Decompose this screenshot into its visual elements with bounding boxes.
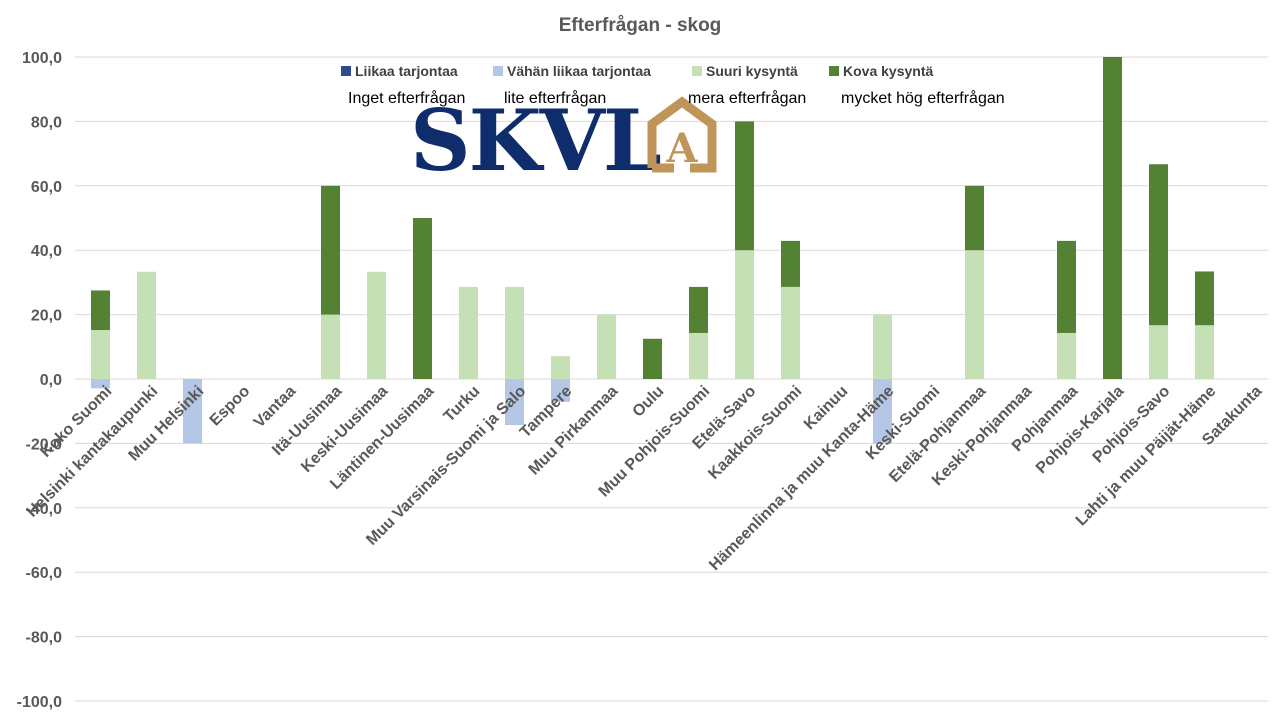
logo-letter: A xyxy=(665,125,698,172)
legend: Liikaa tarjontaa Inget efterfrågan Vähän… xyxy=(341,63,1005,107)
y-axis: 100,0 80,0 60,0 40,0 20,0 0,0 -20,0 -40,0 -60,0 -… xyxy=(17,50,62,711)
bar-segment xyxy=(597,314,616,379)
bar-segment xyxy=(1195,271,1214,326)
y-tick-label: 80,0 xyxy=(31,114,62,131)
bar-segment xyxy=(1149,325,1168,379)
bar-segment xyxy=(1195,325,1214,379)
legend-label: Vähän liikaa tarjontaa xyxy=(507,63,651,79)
bar-segment xyxy=(551,379,570,402)
legend-swatch xyxy=(692,66,702,76)
legend-sublabel: lite efterfrågan xyxy=(504,89,606,107)
bar-segment xyxy=(183,379,202,444)
y-tick-label: 20,0 xyxy=(31,308,62,325)
bars xyxy=(91,57,1214,444)
bar-segment xyxy=(91,330,110,379)
bar-segment xyxy=(965,250,984,379)
skvl-logo: SKVL A xyxy=(410,91,717,190)
legend-swatch xyxy=(829,66,839,76)
x-tick-label: Espoo xyxy=(207,383,254,430)
y-tick-label: 100,0 xyxy=(22,50,62,67)
legend-label: Suuri kysyntä xyxy=(706,63,798,79)
legend-swatch xyxy=(341,66,351,76)
legend-item-liikaa-tarjontaa: Liikaa tarjontaa Inget efterfrågan xyxy=(341,63,465,107)
legend-sublabel: mycket hög efterfrågan xyxy=(841,89,1005,107)
gridlines xyxy=(75,56,1268,702)
x-tick-label: Turku xyxy=(441,383,484,426)
bar-segment xyxy=(505,379,524,426)
legend-label: Liikaa tarjontaa xyxy=(355,63,458,79)
bar-segment xyxy=(413,218,432,379)
bar-segment xyxy=(1103,57,1122,379)
y-tick-label: 0,0 xyxy=(40,372,62,389)
logo-house-icon: A xyxy=(647,96,717,173)
legend-label: Kova kysyntä xyxy=(843,63,933,79)
bar-segment xyxy=(91,290,110,331)
y-tick-label: -20,0 xyxy=(26,436,63,453)
bar-segment xyxy=(965,185,984,251)
y-tick-label: -80,0 xyxy=(26,630,63,647)
bar-segment xyxy=(873,379,892,444)
bar-segment xyxy=(321,314,340,379)
bar-segment xyxy=(459,286,478,379)
bar-segment xyxy=(1057,332,1076,379)
bar-segment xyxy=(689,286,708,333)
bar-segment xyxy=(873,314,892,379)
bar-segment xyxy=(781,240,800,287)
y-tick-label: 40,0 xyxy=(31,243,62,260)
bar-segment xyxy=(137,271,156,379)
legend-sublabel: mera efterfrågan xyxy=(688,89,806,107)
legend-item-kova-kysynta: Kova kysyntä mycket hög efterfrågan xyxy=(829,63,1005,107)
chart-title: Efterfrågan - skog xyxy=(559,15,722,36)
bar-segment xyxy=(1057,240,1076,333)
x-tick-label: Muu Pirkanmaa xyxy=(526,383,622,479)
y-tick-label: -60,0 xyxy=(26,565,63,582)
bar-segment xyxy=(91,379,110,389)
bar-segment xyxy=(735,121,754,251)
bar-segment xyxy=(551,356,570,379)
legend-item-vahan-liikaa-tarjontaa: Vähän liikaa tarjontaa lite efterfrågan xyxy=(493,63,651,107)
bar-segment xyxy=(643,338,662,379)
y-tick-label: 60,0 xyxy=(31,179,62,196)
legend-sublabel: Inget efterfrågan xyxy=(348,89,465,107)
legend-item-suuri-kysynta: Suuri kysyntä mera efterfrågan xyxy=(688,63,806,107)
x-tick-label: Oulu xyxy=(630,383,668,421)
legend-swatch xyxy=(493,66,503,76)
y-tick-label: -40,0 xyxy=(26,501,63,518)
logo-text: SKVL xyxy=(410,91,661,190)
bar-segment xyxy=(321,185,340,315)
bar-segment xyxy=(735,250,754,379)
bar-segment xyxy=(1149,164,1168,326)
y-tick-label: -100,0 xyxy=(17,694,62,711)
bar-segment xyxy=(367,271,386,379)
bar-segment xyxy=(781,286,800,379)
bar-segment xyxy=(689,332,708,379)
bar-segment xyxy=(505,286,524,379)
